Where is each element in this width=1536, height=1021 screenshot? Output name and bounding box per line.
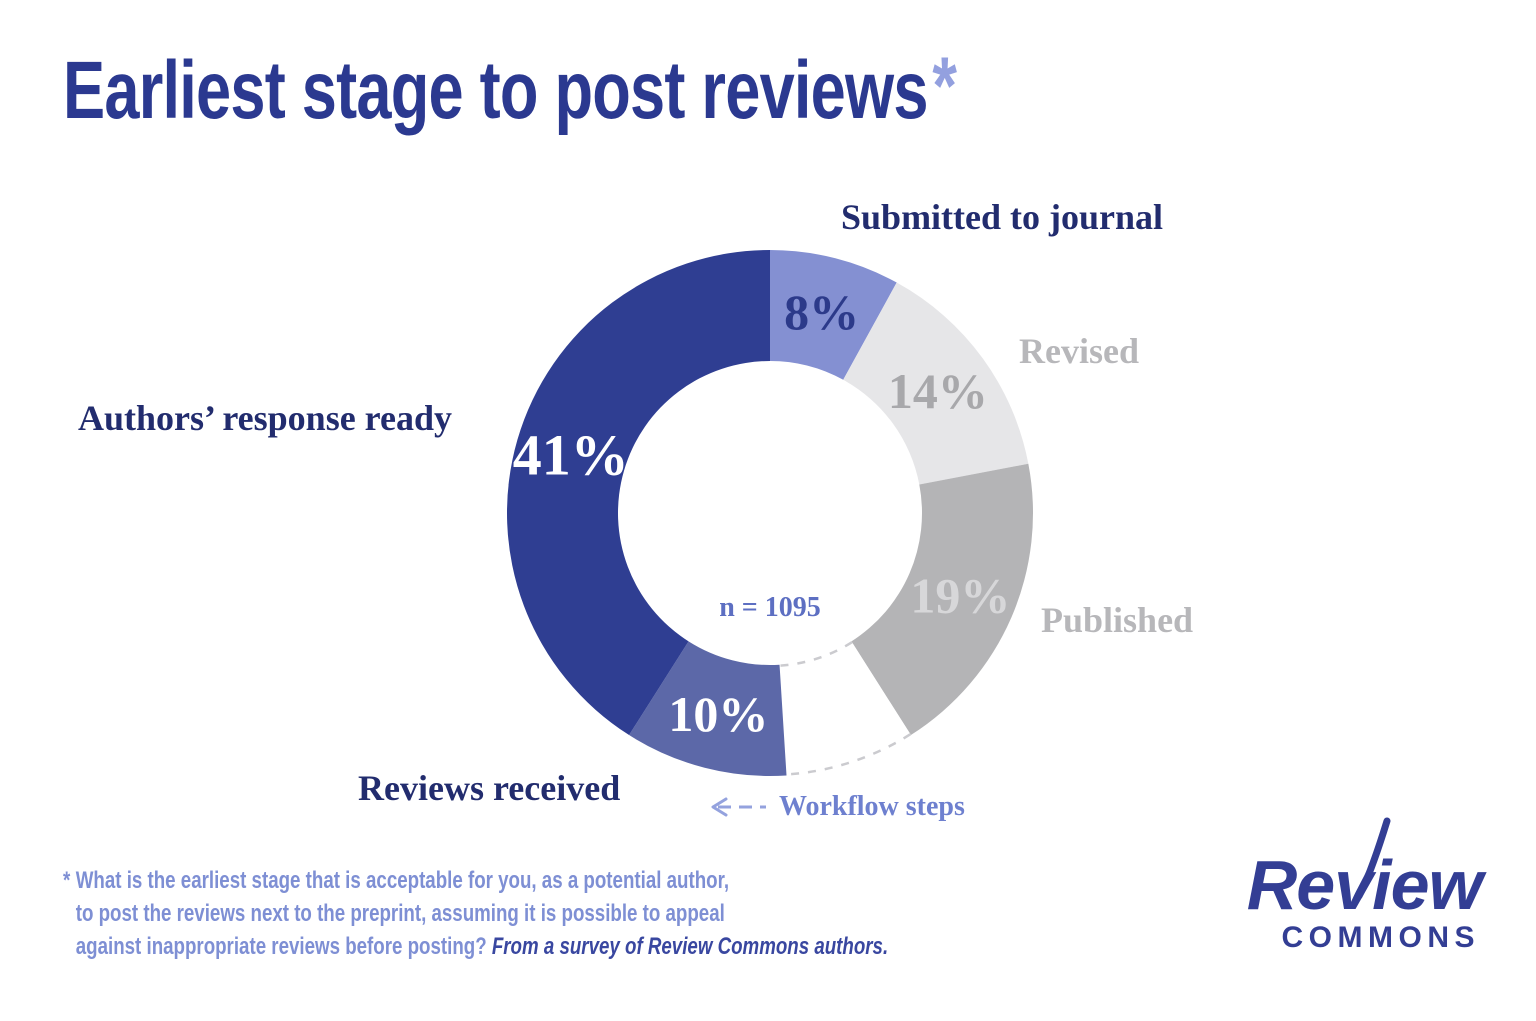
donut-segment-reviews-received: [629, 641, 787, 776]
workflow-annotation-label: Workflow steps: [779, 791, 965, 822]
percent-label-authors-response-ready: 41%: [513, 423, 629, 488]
segment-label-published: Published: [1041, 600, 1194, 640]
segment-label-revised: Revised: [1019, 331, 1139, 371]
left-arrow-dashed-icon: [711, 797, 766, 817]
workflow-dashed-arc: [779, 641, 853, 667]
footnote-line-1: What is the earliest stage that is accep…: [75, 867, 730, 894]
logo-commons-wordmark: COMMONS: [1281, 921, 1480, 954]
page-title: Earliest stage to post reviews*: [63, 41, 957, 136]
percent-label-reviews-received: 10%: [668, 686, 768, 742]
sample-size-label: n = 1095: [719, 592, 821, 623]
title-asterisk: *: [932, 41, 957, 132]
footnote-marker: *: [63, 867, 71, 894]
percent-label-revised: 14%: [888, 363, 988, 419]
footnote-line-3: against inappropriate reviews before pos…: [76, 930, 888, 963]
donut-segment-submitted-to-journal: [770, 250, 897, 380]
donut-segment-revised: [843, 282, 1029, 485]
workflow-annotation: Workflow steps: [706, 791, 965, 823]
footnote-text: What is the earliest stage that is accep…: [76, 864, 888, 963]
segment-label-authors-response-ready: Authors’ response ready: [78, 398, 453, 438]
percent-label-published: 19%: [910, 567, 1010, 623]
footnote-line-3-regular: against inappropriate reviews before pos…: [75, 933, 492, 960]
donut-segment-published: [851, 463, 1033, 736]
logo-checkmark-swash-icon: [1355, 817, 1391, 900]
donut-segment-authors-response-ready: [507, 250, 770, 736]
footnote-line-3-italic: From a survey of Review Commons authors.: [491, 933, 889, 960]
page-title-text: Earliest stage to post reviews: [63, 45, 928, 136]
segment-label-reviews-received: Reviews received: [358, 768, 621, 808]
footnote-line-2: to post the reviews next to the preprint…: [75, 900, 725, 927]
footnote: * What is the earliest stage that is acc…: [63, 864, 888, 963]
percent-label-submitted-to-journal: 8%: [784, 284, 859, 340]
donut-segment-unlabeled-gap: [779, 641, 911, 776]
segment-label-submitted-to-journal: Submitted to journal: [841, 197, 1164, 237]
